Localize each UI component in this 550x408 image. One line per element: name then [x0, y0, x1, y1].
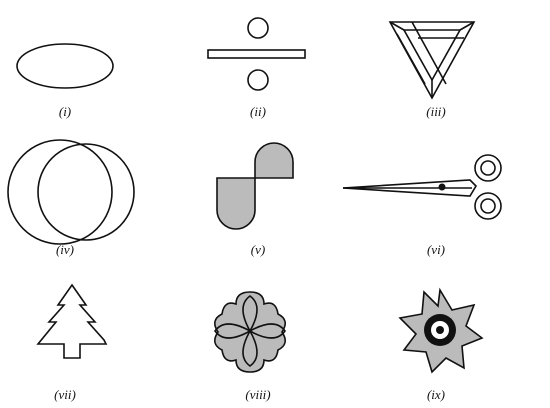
figure-label: (v)	[251, 242, 265, 257]
overlapping-circles	[7, 139, 135, 245]
figure-label: (vii)	[54, 387, 76, 402]
tree	[36, 283, 108, 359]
lattice-shape	[214, 291, 286, 373]
star-flower	[398, 287, 484, 374]
figure-label: (viii)	[245, 387, 270, 402]
figure-label: (iv)	[56, 242, 74, 257]
figure-label: (i)	[59, 104, 71, 119]
figure-label: (ii)	[250, 104, 266, 119]
figure-label: (iii)	[426, 104, 446, 119]
impossible-triangle	[388, 21, 476, 100]
figure-label: (ix)	[427, 387, 445, 402]
scissors	[342, 154, 502, 220]
division-sign	[207, 17, 306, 91]
shaded-shape	[216, 142, 294, 230]
figure-label: (vi)	[427, 242, 445, 257]
ellipse	[16, 43, 114, 89]
